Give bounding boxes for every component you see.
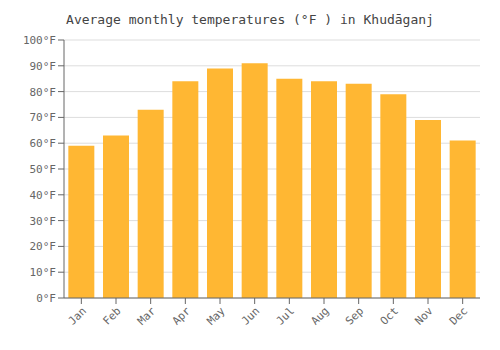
svg-text:Dec: Dec xyxy=(447,304,470,327)
svg-text:Nov: Nov xyxy=(412,304,436,328)
svg-text:Jul: Jul xyxy=(274,304,297,327)
svg-text:Sep: Sep xyxy=(343,304,366,327)
svg-text:10°F: 10°F xyxy=(30,266,57,279)
svg-text:100°F: 100°F xyxy=(23,34,56,47)
svg-text:20°F: 20°F xyxy=(30,240,57,253)
svg-text:80°F: 80°F xyxy=(30,86,57,99)
svg-text:May: May xyxy=(204,304,228,328)
svg-text:40°F: 40°F xyxy=(30,189,57,202)
svg-text:Aug: Aug xyxy=(308,304,331,327)
svg-text:70°F: 70°F xyxy=(30,111,57,124)
svg-text:0°F: 0°F xyxy=(36,292,56,305)
svg-text:90°F: 90°F xyxy=(30,60,57,73)
svg-text:Jun: Jun xyxy=(239,304,262,327)
svg-text:60°F: 60°F xyxy=(30,137,57,150)
svg-text:Feb: Feb xyxy=(100,304,123,327)
svg-text:30°F: 30°F xyxy=(30,215,57,228)
svg-text:50°F: 50°F xyxy=(30,163,57,176)
svg-text:Oct: Oct xyxy=(378,304,401,327)
html-text:Average monthly temperatures (: Average monthly temperatures (°F ) in Kh… xyxy=(66,12,434,27)
svg-text:Apr: Apr xyxy=(170,304,194,328)
svg-text:Mar: Mar xyxy=(135,304,159,328)
svg-text:Jan: Jan xyxy=(66,304,89,327)
